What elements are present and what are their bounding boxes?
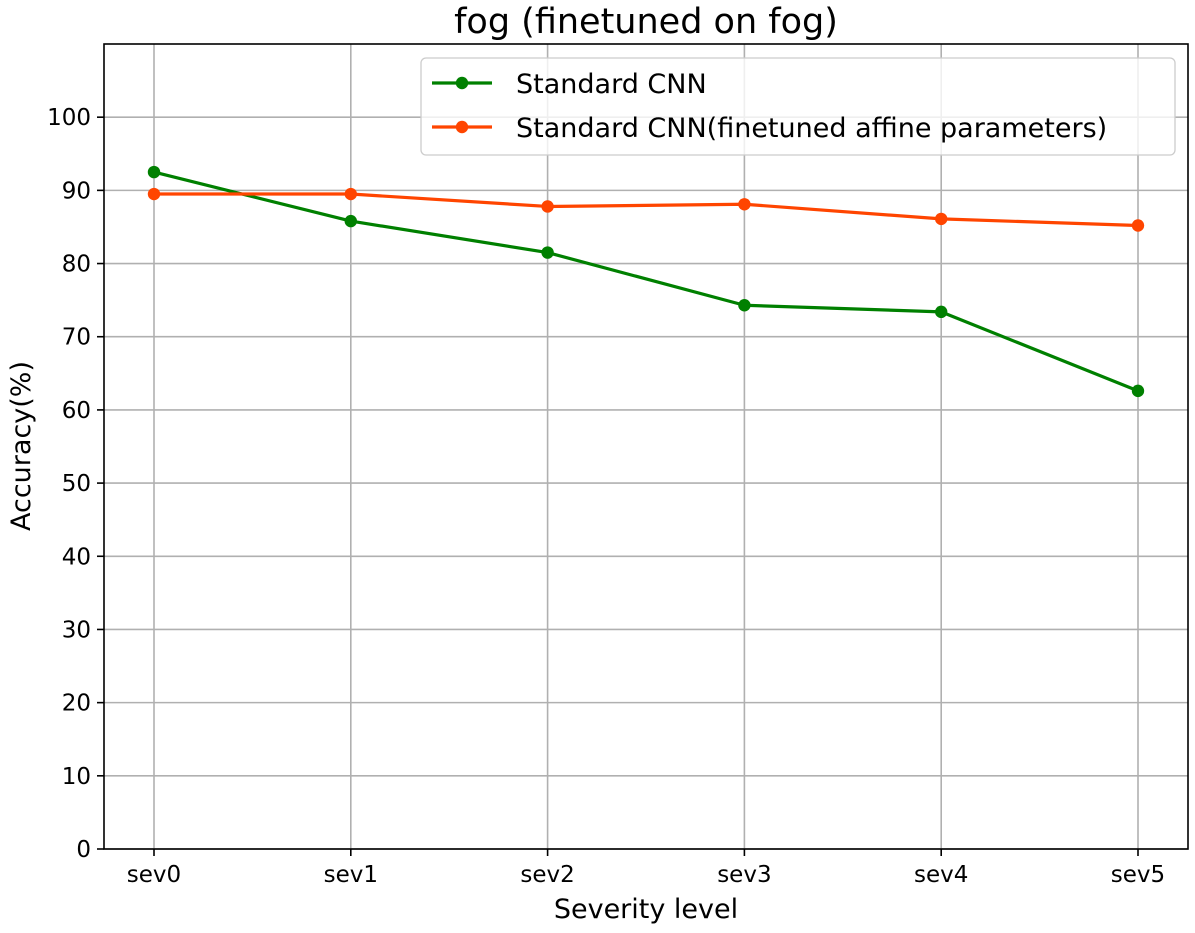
legend-marker (455, 120, 469, 134)
data-point (147, 165, 161, 179)
legend-label: Standard CNN (516, 69, 707, 100)
series-line (154, 192, 1139, 228)
y-tick-label: 40 (62, 544, 91, 570)
x-axis-label: Severity level (554, 894, 738, 925)
x-tick-label: sev5 (1111, 862, 1165, 888)
data-point (738, 198, 751, 211)
series-layer (147, 165, 1145, 398)
y-tick-label: 80 (62, 252, 91, 278)
plot-frame (103, 43, 1189, 850)
y-tick-label: 10 (62, 764, 91, 790)
x-tick-label: sev3 (717, 862, 771, 888)
legend: Standard CNN Standard CNN(finetuned affin… (420, 57, 1176, 156)
data-point (1131, 384, 1145, 398)
data-point (344, 187, 357, 201)
y-axis-label: Accuracy(%) (6, 361, 37, 531)
data-point (541, 246, 554, 259)
legend-frame (420, 57, 1176, 156)
data-point (147, 187, 161, 201)
y-tick-label: 0 (76, 837, 91, 863)
grid-lines (104, 44, 1188, 850)
y-tick-label: 100 (47, 105, 91, 131)
chart-title: fog (finetuned on fog) (454, 2, 838, 42)
data-point (738, 299, 751, 312)
x-tick-label: sev0 (127, 862, 181, 888)
data-point (935, 305, 948, 319)
data-point (344, 214, 357, 228)
y-tick-label: 70 (62, 325, 91, 351)
y-tick-label: 60 (62, 398, 91, 424)
x-tick-label: sev4 (914, 862, 968, 888)
y-tick-label: 50 (62, 471, 91, 497)
series-line (153, 170, 1139, 393)
legend-marker (455, 76, 469, 90)
x-tick-label: sev1 (324, 862, 378, 888)
data-point (935, 212, 948, 226)
y-tick-label: 20 (62, 691, 91, 717)
y-tick-label: 30 (62, 617, 91, 643)
y-tick-label: 90 (62, 178, 91, 204)
x-tick-label: sev2 (520, 862, 574, 888)
data-point (541, 200, 554, 213)
data-point (1131, 219, 1145, 232)
legend-label: Standard CNN(finetuned affine parameters… (516, 113, 1107, 144)
axis-ticks: sev0 sev1 sev2 sev3 sev4 sev5 0 10 20 30 40 50 60 70 8… (47, 105, 1165, 888)
